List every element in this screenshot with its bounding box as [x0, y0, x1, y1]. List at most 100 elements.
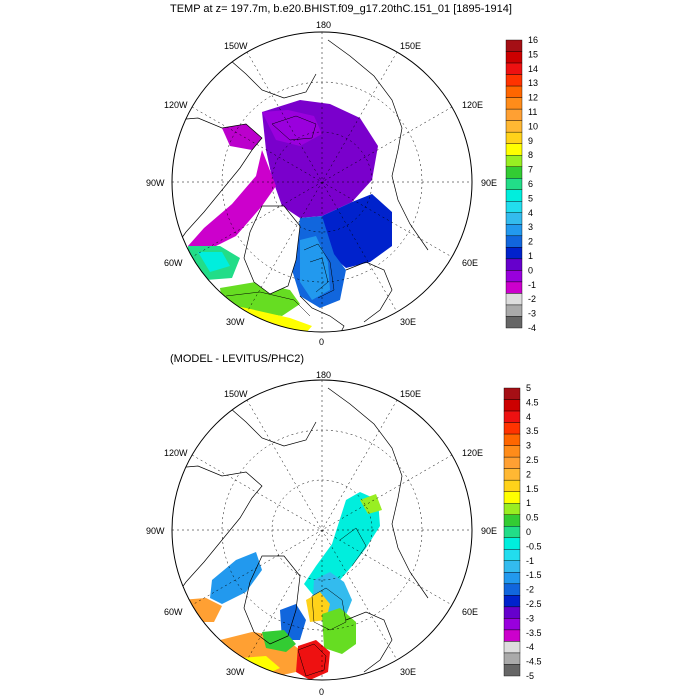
lon-label-0: 0 [319, 687, 324, 697]
colorbar-swatch [505, 74, 523, 87]
colorbar-swatch [505, 62, 523, 75]
coastline-scandinavia [345, 611, 393, 673]
colorbar-tick-label: -2 [526, 585, 534, 595]
colorbar-tick-label: 3 [526, 441, 531, 451]
graticule [172, 380, 472, 680]
colorbar-tick-label: 2 [526, 469, 531, 479]
coastline-siberia [327, 387, 429, 599]
colorbar-swatch [503, 641, 521, 654]
contour-beaufort [271, 115, 317, 141]
field-atlantic-green [262, 630, 296, 652]
colorbar-swatch [503, 399, 521, 412]
contour-nordic [311, 587, 347, 631]
lon-label-90w: 90W [146, 178, 165, 188]
colorbar-tick-label: 9 [528, 136, 533, 146]
graticule [172, 32, 472, 332]
colorbar-tick-label: 5 [528, 193, 533, 203]
colorbar-swatch [505, 247, 523, 260]
lon-label-0: 0 [319, 337, 324, 347]
coastline-scandinavia [345, 261, 393, 323]
map-boundary [171, 379, 473, 681]
contour-atlantic [225, 291, 311, 317]
polar-map [172, 32, 472, 332]
coastline-greenland [243, 205, 301, 295]
colorbar-tick-label: 2 [528, 237, 533, 247]
colorbar-swatch [503, 410, 521, 423]
colorbar-tick-label: 13 [528, 78, 538, 88]
colorbar-tick-label: 1.5 [526, 484, 539, 494]
field-beaufort-cold [262, 110, 322, 146]
lon-label-120w: 120W [164, 448, 188, 458]
field-baffin [188, 150, 276, 252]
colorbar-swatch [503, 629, 521, 642]
colorbar-tick-label: -3 [526, 613, 534, 623]
colorbar-swatch [505, 189, 523, 202]
colorbar-swatch [503, 664, 521, 677]
polar-map [172, 380, 472, 680]
lon-label-30w: 30W [226, 317, 245, 327]
colorbar-tick-label: 11 [528, 107, 537, 117]
colorbar: 5 4.5 4 3.5 3 2.5 2 1.5 1 0.5 0 -0.5 -1 -1.5 -2 -2.5 -3 -… [503, 383, 542, 681]
colorbar-swatch [505, 201, 523, 213]
colorbar-swatch [505, 224, 523, 237]
colorbar-swatch [503, 387, 521, 400]
field-nordic-green [322, 608, 356, 654]
colorbar-swatch [503, 526, 521, 538]
coastline-alaska [229, 59, 317, 99]
colorbar-swatch [505, 281, 523, 294]
colorbar-swatch [503, 572, 521, 585]
colorbar-swatch [503, 618, 521, 631]
coastline-greenland [243, 555, 301, 645]
lon-label-30w: 30W [226, 667, 245, 677]
field-baffin-bias [210, 552, 262, 604]
panel-temperature: TEMP at z= 197.7m, b.e20.BHIST.f09_g17.2… [146, 3, 538, 347]
colorbar-tick-label: 4.5 [526, 397, 539, 407]
field-north-atlantic-green [220, 282, 300, 316]
lon-label-90w: 90W [146, 526, 165, 536]
lon-label-120e: 120E [462, 448, 483, 458]
coastline-siberia [327, 39, 429, 251]
colorbar-tick-label: 5 [526, 383, 531, 393]
contour-nordic [303, 243, 335, 299]
colorbar-tick-label: 3 [528, 222, 533, 232]
colorbar-tick-label: 0 [528, 265, 533, 275]
colorbar-tick-label: 0 [526, 527, 531, 537]
field-greenland-sea [300, 236, 330, 300]
lon-label-60e: 60E [462, 258, 478, 268]
colorbar-swatch [505, 120, 523, 133]
lon-label-30e: 30E [400, 667, 416, 677]
colorbar-tick-label: 7 [528, 165, 533, 175]
colorbar-swatch [503, 479, 521, 492]
colorbar-swatch [505, 316, 523, 329]
field-archipelago [222, 124, 262, 150]
colorbar-swatch [503, 583, 521, 596]
colorbar-tick-label: -1.5 [526, 570, 542, 580]
lon-label-120w: 120W [164, 100, 188, 110]
colorbar-swatch [505, 154, 523, 167]
colorbar-swatch [505, 39, 523, 52]
contour-atlantic [297, 643, 327, 677]
colorbar-swatch [503, 560, 521, 573]
colorbar-swatch [503, 433, 521, 446]
colorbar-tick-label: 0.5 [526, 513, 539, 523]
colorbar-swatch [505, 85, 523, 98]
colorbar-swatch [503, 468, 521, 481]
colorbar-tick-label: -3.5 [526, 628, 542, 638]
colorbar-swatch [505, 51, 523, 64]
colorbar-swatch [503, 456, 521, 469]
lon-label-60e: 60E [462, 607, 478, 617]
map-boundary [171, 31, 473, 333]
colorbar-tick-label: -2.5 [526, 599, 542, 609]
colorbar-tick-label: -3 [528, 309, 536, 319]
field-labrador-cyan [198, 252, 230, 272]
lon-label-90e: 90E [481, 178, 497, 188]
colorbar-tick-label: 15 [528, 49, 538, 59]
colorbar-swatch [503, 549, 521, 562]
colorbar-swatch [503, 514, 521, 527]
colorbar-swatch [505, 143, 523, 156]
field-svalbard-green [360, 494, 382, 514]
colorbar-tick-label: 8 [528, 150, 533, 160]
colorbar-swatch [505, 258, 523, 271]
lon-label-150w: 150W [224, 389, 248, 399]
